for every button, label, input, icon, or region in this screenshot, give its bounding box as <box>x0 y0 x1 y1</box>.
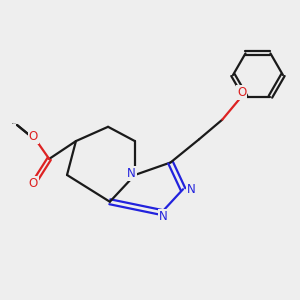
Text: O: O <box>28 177 38 190</box>
Text: methyl: methyl <box>12 123 17 124</box>
Text: N: N <box>159 210 168 224</box>
Text: O: O <box>237 86 247 99</box>
Text: N: N <box>187 183 195 196</box>
Text: N: N <box>127 167 136 180</box>
Text: O: O <box>28 130 38 143</box>
